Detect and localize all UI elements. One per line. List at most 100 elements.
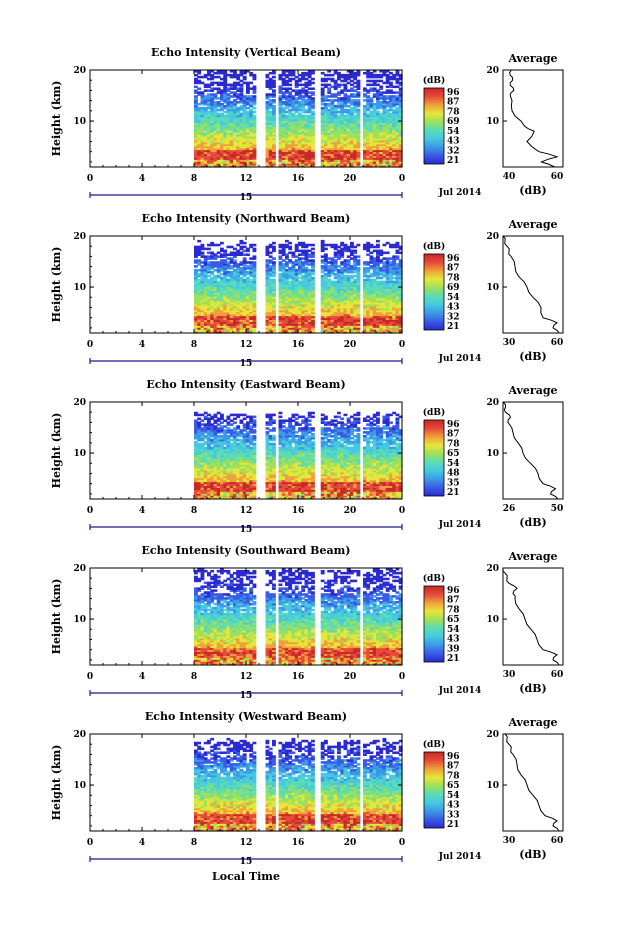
heatmap-cell bbox=[376, 165, 380, 168]
heatmap-cell bbox=[265, 268, 270, 272]
heatmap-cell bbox=[236, 298, 241, 301]
heatmap-cell bbox=[226, 147, 231, 151]
heatmap-cell bbox=[229, 151, 234, 155]
heatmap-cell bbox=[340, 124, 345, 127]
heatmap-cell bbox=[392, 112, 397, 116]
heatmap-cell bbox=[330, 139, 335, 143]
heatmap-cell bbox=[304, 151, 309, 155]
heatmap-cell bbox=[376, 139, 380, 143]
heatmap-cell bbox=[242, 104, 247, 108]
heatmap-cell bbox=[346, 95, 351, 98]
heatmap-cell bbox=[194, 102, 198, 106]
heatmap-cell bbox=[194, 108, 198, 112]
heatmap-cell bbox=[288, 161, 293, 164]
heatmap-cell bbox=[265, 301, 270, 305]
heatmap-cell bbox=[252, 153, 257, 156]
heatmap-cell bbox=[194, 153, 198, 156]
heatmap-cell bbox=[304, 73, 309, 77]
heatmap-cell bbox=[220, 288, 224, 291]
heatmap-cell bbox=[311, 116, 315, 120]
heatmap-cell bbox=[311, 70, 315, 73]
heatmap-cell bbox=[398, 104, 403, 108]
heatmap-cell bbox=[213, 81, 218, 85]
heatmap-cell bbox=[382, 139, 387, 143]
heatmap-cell bbox=[382, 135, 387, 139]
heatmap-cell bbox=[268, 139, 273, 143]
heatmap-cell bbox=[350, 95, 354, 98]
heatmap-cell bbox=[291, 70, 296, 73]
heatmap-cell bbox=[233, 292, 237, 295]
heatmap-cell bbox=[311, 247, 315, 251]
heatmap-cell bbox=[207, 296, 211, 299]
heatmap-cell bbox=[298, 139, 302, 143]
heatmap-cell bbox=[327, 118, 332, 122]
heatmap-cell bbox=[200, 270, 205, 274]
heatmap-cell bbox=[233, 325, 237, 328]
heatmap-cell bbox=[294, 104, 299, 108]
heatmap-cell bbox=[249, 163, 254, 166]
heatmap-cell bbox=[372, 104, 377, 108]
heatmap-cell bbox=[207, 268, 211, 272]
heatmap-cell bbox=[213, 257, 218, 260]
heatmap-cell bbox=[242, 116, 247, 120]
heatmap-cell bbox=[207, 288, 211, 291]
heatmap-cell bbox=[236, 251, 241, 255]
heatmap-cell bbox=[304, 118, 309, 122]
heatmap-cell bbox=[229, 307, 234, 311]
heatmap-cell bbox=[249, 267, 254, 270]
heatmap-cell bbox=[265, 290, 270, 293]
heatmap-cell bbox=[265, 149, 270, 153]
heatmap-cell bbox=[194, 159, 198, 162]
heatmap-cell bbox=[226, 157, 231, 160]
heatmap-cell bbox=[200, 91, 205, 94]
heatmap-cell bbox=[320, 155, 325, 158]
heatmap-cell bbox=[278, 116, 283, 120]
heatmap-cell bbox=[200, 303, 205, 307]
heatmap-cell bbox=[301, 104, 306, 108]
heatmap-cell bbox=[207, 307, 211, 311]
heatmap-cell bbox=[252, 257, 257, 260]
heatmap-cell bbox=[197, 151, 202, 155]
heatmap-cell bbox=[389, 81, 393, 85]
heatmap-cell bbox=[229, 267, 234, 270]
heatmap-cell bbox=[236, 137, 241, 141]
heatmap-cell bbox=[216, 305, 221, 309]
heatmap-cell bbox=[233, 300, 237, 303]
heatmap-cell bbox=[223, 137, 228, 141]
heatmap-cell bbox=[252, 323, 257, 326]
heatmap-cell bbox=[213, 274, 218, 278]
heatmap-cell bbox=[337, 85, 341, 89]
heatmap-cell bbox=[249, 110, 254, 114]
heatmap-cell bbox=[252, 161, 257, 164]
heatmap-cell bbox=[229, 114, 234, 118]
heatmap-cell bbox=[343, 134, 348, 137]
heatmap-cell bbox=[210, 284, 215, 288]
heatmap-cell bbox=[392, 153, 397, 156]
heatmap-cell bbox=[233, 153, 237, 156]
heatmap-cell bbox=[207, 270, 211, 274]
heatmap-cell bbox=[333, 93, 338, 96]
heatmap-cell bbox=[265, 126, 270, 129]
heatmap-cell bbox=[236, 278, 241, 282]
heatmap-cell bbox=[197, 247, 202, 251]
heatmap-cell bbox=[216, 296, 221, 299]
heatmap-cell bbox=[265, 294, 270, 297]
heatmap-cell bbox=[311, 71, 315, 75]
heatmap-cell bbox=[304, 161, 309, 164]
heatmap-cell bbox=[223, 255, 228, 258]
heatmap-cell bbox=[311, 159, 315, 162]
heatmap-cell bbox=[343, 114, 348, 118]
heatmap-cell bbox=[291, 153, 296, 156]
heatmap-cell bbox=[252, 307, 257, 311]
heatmap-cell bbox=[340, 143, 345, 147]
heatmap-cell bbox=[382, 70, 387, 73]
heatmap-cell bbox=[207, 251, 211, 255]
heatmap-cell bbox=[226, 137, 231, 141]
heatmap-cell bbox=[216, 159, 221, 162]
heatmap-cell bbox=[346, 118, 351, 122]
heatmap-cell bbox=[265, 81, 270, 85]
heatmap-cell bbox=[213, 132, 218, 135]
heatmap-cell bbox=[213, 141, 218, 145]
heatmap-cell bbox=[207, 106, 211, 110]
heatmap-cell bbox=[213, 290, 218, 293]
